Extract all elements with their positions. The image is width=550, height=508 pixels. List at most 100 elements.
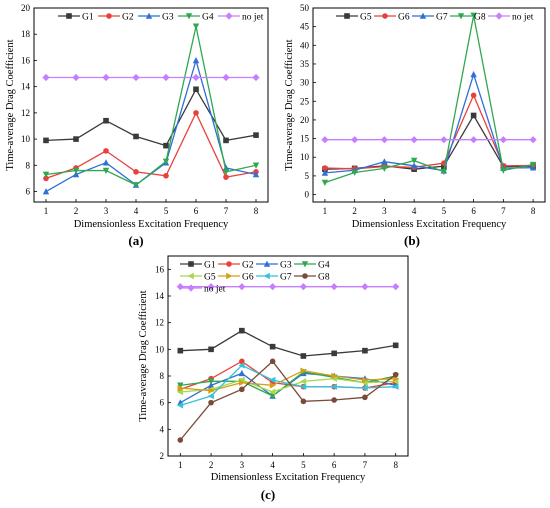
- series-line: [180, 364, 396, 406]
- data-point: [73, 136, 79, 142]
- legend-marker: [106, 13, 112, 19]
- legend-label: no jet: [512, 13, 534, 23]
- y-tick-label: 18: [21, 29, 31, 39]
- legend: G1 G2 G3 G4 G5 G6 G7 G8 no jet: [180, 261, 330, 295]
- data-point: [193, 86, 199, 93]
- legend-label: G3: [280, 261, 292, 271]
- legend-marker: [263, 272, 270, 280]
- data-point: [133, 133, 139, 140]
- data-point: [362, 376, 369, 384]
- y-axis-label: Time-average Drag Coefficient: [284, 39, 295, 170]
- series-G7: [176, 362, 399, 409]
- data-point: [381, 165, 388, 172]
- data-point: [207, 378, 215, 385]
- legend-item: G7: [412, 13, 448, 23]
- y-tick-label: 15: [300, 134, 310, 144]
- y-tick-label: 10: [21, 134, 31, 144]
- series-G4: [42, 23, 260, 189]
- legend-marker: [263, 260, 271, 267]
- legend-marker: [188, 261, 194, 267]
- legend-item: no jet: [488, 12, 534, 23]
- data-point: [470, 112, 477, 119]
- data-point: [321, 169, 329, 176]
- data-point: [72, 167, 80, 174]
- data-point: [239, 379, 246, 386]
- data-point: [269, 376, 276, 384]
- data-point: [253, 132, 259, 138]
- data-point: [222, 169, 230, 176]
- x-tick-label: 1: [44, 206, 49, 216]
- y-tick-label: 0: [305, 190, 310, 200]
- data-point: [72, 73, 80, 82]
- data-point: [470, 92, 477, 99]
- data-point: [238, 362, 245, 369]
- legend-marker: [66, 13, 72, 19]
- data-point: [300, 353, 307, 359]
- legend-label: G6: [242, 273, 254, 283]
- x-tick-label: 8: [254, 206, 259, 216]
- data-point: [238, 283, 246, 291]
- plot-frame: [33, 7, 269, 203]
- legend-item: G8: [294, 273, 330, 283]
- x-axis-label: Dimensionless Excitation Frequency: [352, 219, 507, 230]
- data-point: [362, 394, 368, 401]
- legend-marker: [495, 12, 503, 20]
- legend-item: G3: [138, 13, 174, 23]
- data-point: [470, 136, 478, 144]
- data-point: [102, 167, 110, 174]
- y-tick-label: 12: [155, 318, 164, 328]
- data-point: [441, 163, 447, 169]
- series-line: [45, 26, 257, 186]
- y-tick-label: 16: [21, 55, 31, 65]
- data-point: [207, 392, 214, 400]
- legend-item: G5: [180, 273, 216, 283]
- data-point: [321, 179, 329, 186]
- legend-item: G8: [450, 13, 486, 23]
- x-tick-label: 5: [442, 206, 447, 216]
- chart-panel-b: 1 2 3 4 5 6 7 805101520253035404550Dimensionles…: [284, 3, 546, 248]
- data-point: [208, 387, 215, 394]
- legend-label: G1: [204, 261, 216, 271]
- x-tick-label: 3: [382, 206, 387, 216]
- data-point: [72, 171, 80, 178]
- series-line: [324, 15, 534, 184]
- x-tick-label: 4: [412, 206, 417, 216]
- data-point: [300, 398, 307, 405]
- y-tick-label: 45: [300, 22, 310, 32]
- series-G8: [321, 12, 537, 186]
- x-tick-label: 6: [332, 460, 337, 470]
- data-point: [42, 73, 50, 82]
- data-point: [529, 161, 537, 169]
- y-tick-label: 6: [26, 187, 31, 197]
- series-no-jet: [42, 73, 260, 82]
- data-point: [252, 73, 260, 82]
- y-tick-label: 35: [300, 59, 310, 69]
- data-point: [361, 283, 369, 291]
- x-tick-label: 3: [240, 460, 245, 470]
- x-tick-label: 7: [224, 206, 229, 216]
- legend-label: G4: [202, 13, 214, 23]
- data-point: [392, 283, 400, 291]
- data-point: [440, 168, 448, 176]
- data-point: [162, 73, 170, 82]
- data-point: [177, 347, 184, 354]
- data-point: [239, 386, 245, 393]
- x-tick-label: 7: [501, 206, 506, 216]
- legend-label: G7: [280, 273, 292, 283]
- legend-label: G8: [318, 273, 330, 283]
- y-tick-label: 40: [300, 40, 310, 50]
- legend-label: G3: [162, 13, 174, 23]
- legend-label: G8: [474, 13, 486, 23]
- series-line: [180, 369, 396, 392]
- data-point: [269, 358, 276, 365]
- y-tick-label: 20: [21, 3, 31, 13]
- data-point: [529, 136, 537, 144]
- x-tick-label: 2: [74, 206, 79, 216]
- data-point: [162, 158, 170, 165]
- data-point: [410, 136, 418, 144]
- data-point: [192, 73, 200, 82]
- data-point: [269, 343, 276, 350]
- data-point: [132, 73, 140, 82]
- legend: G1 G2 G3 G4 no jet: [58, 12, 264, 23]
